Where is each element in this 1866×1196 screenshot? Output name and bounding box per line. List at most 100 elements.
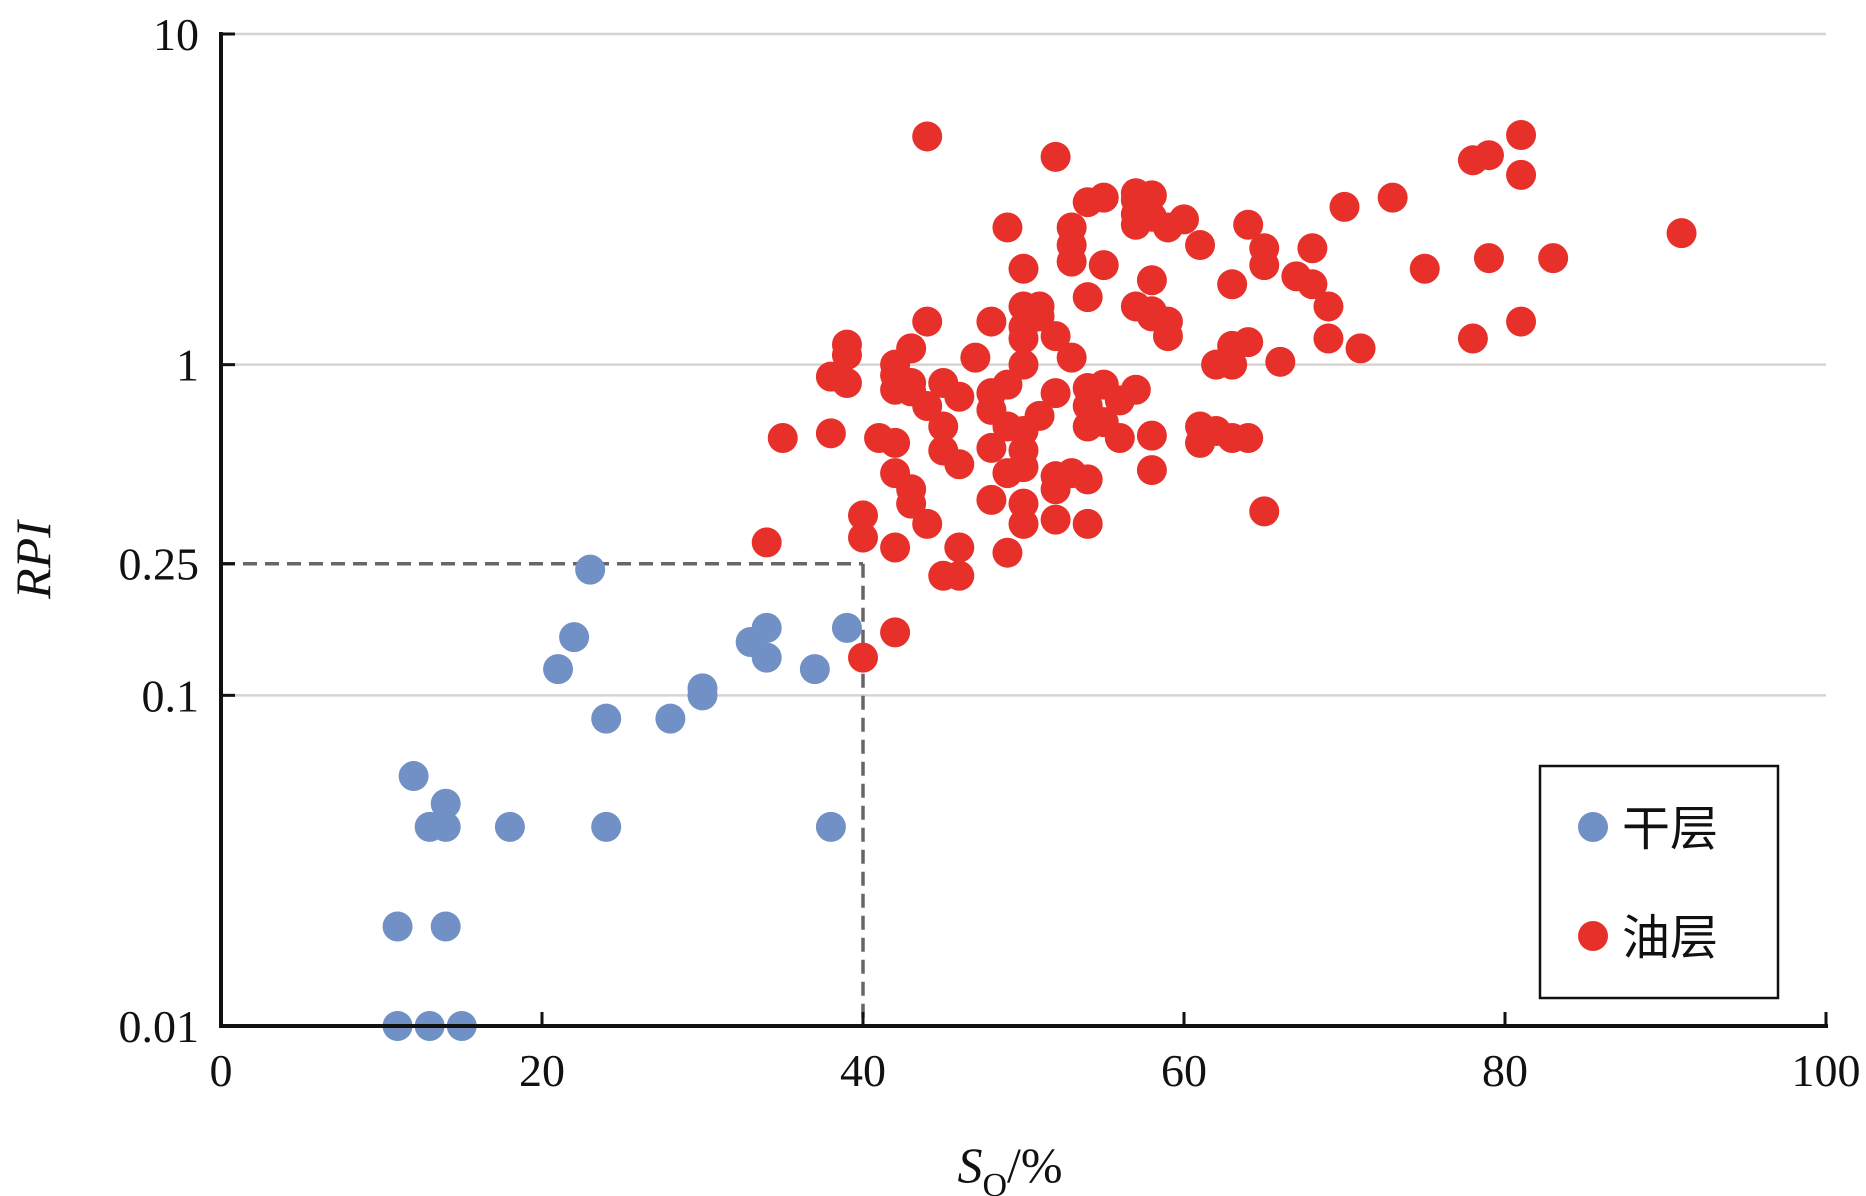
- data-point-oil: [896, 333, 927, 364]
- data-point-oil: [1008, 253, 1039, 284]
- data-point-oil: [1538, 243, 1569, 274]
- data-point-oil: [928, 411, 959, 442]
- tick-labels: 0 20 40 60 80 100 0.01 0.1 0.25 1 10: [119, 9, 1861, 1096]
- data-point-oil: [912, 306, 943, 337]
- data-point-oil: [1040, 504, 1071, 535]
- data-point-oil: [1297, 233, 1328, 264]
- data-point-oil: [1120, 178, 1151, 209]
- data-point-oil: [1185, 230, 1216, 261]
- data-point-oil: [815, 418, 846, 449]
- data-point-oil: [928, 368, 959, 399]
- x-tick-label: 40: [840, 1045, 886, 1096]
- x-axis-title-main: S: [957, 1137, 982, 1193]
- data-point-oil: [1056, 458, 1087, 489]
- data-point-oil: [1169, 204, 1199, 235]
- data-point-oil: [1088, 369, 1119, 400]
- data-point-oil: [1008, 488, 1039, 519]
- data-point-oil: [912, 121, 943, 152]
- data-point-oil: [944, 532, 975, 563]
- data-point-oil: [1136, 296, 1167, 327]
- data-point-oil: [1233, 327, 1264, 358]
- x-tick-label: 60: [1161, 1045, 1207, 1096]
- data-point-oil: [848, 500, 878, 531]
- data-point-dry: [430, 911, 461, 942]
- data-point-oil: [1345, 333, 1376, 364]
- data-point-dry: [831, 612, 862, 643]
- data-point-dry: [687, 673, 718, 704]
- data-point-oil: [1313, 291, 1344, 322]
- legend-label-oil: 油层: [1622, 910, 1718, 966]
- data-point-oil: [1088, 182, 1119, 213]
- data-point-oil: [1329, 191, 1360, 222]
- data-point-dry: [815, 811, 846, 842]
- data-point-dry: [430, 811, 461, 842]
- data-point-oil: [1457, 323, 1488, 354]
- y-tick-label: 10: [153, 9, 199, 60]
- data-point-dry: [591, 811, 622, 842]
- data-point-oil: [880, 458, 911, 489]
- data-point-oil: [1249, 233, 1280, 264]
- legend-marker-dry: [1578, 812, 1608, 842]
- data-point-oil: [1313, 323, 1344, 354]
- data-point-dry: [751, 612, 782, 643]
- data-point-oil: [1506, 306, 1537, 337]
- y-tick-label: 1: [176, 340, 199, 391]
- data-point-oil: [1265, 346, 1296, 377]
- data-point-oil: [944, 560, 975, 591]
- data-point-oil: [1233, 209, 1264, 240]
- data-point-oil: [1024, 291, 1055, 322]
- data-point-dry: [382, 911, 413, 942]
- y-axis-title: RPI: [5, 519, 61, 600]
- data-point-oil: [848, 642, 878, 673]
- data-point-oil: [1409, 253, 1440, 284]
- data-point-oil: [1185, 411, 1216, 442]
- data-point-dry: [494, 811, 525, 842]
- x-axis-title-subscript: O: [982, 1167, 1007, 1196]
- data-point-oil: [960, 342, 991, 373]
- data-point-oil: [1281, 261, 1312, 292]
- data-points: [382, 119, 1697, 1041]
- data-point-dry: [575, 554, 606, 585]
- data-point-oil: [880, 532, 911, 563]
- data-point-oil: [976, 484, 1007, 515]
- data-point-oil: [1136, 455, 1167, 486]
- x-tick-label: 0: [210, 1045, 233, 1096]
- x-tick-label: 100: [1792, 1045, 1861, 1096]
- x-axis-title: SO/%: [957, 1137, 1062, 1196]
- data-point-oil: [992, 369, 1023, 400]
- y-tick-label: 0.1: [142, 670, 200, 721]
- data-point-oil: [1249, 496, 1280, 527]
- data-point-oil: [831, 329, 862, 360]
- cutoff-lines: [221, 561, 865, 1026]
- legend-box: [1538, 764, 1780, 1000]
- data-point-oil: [1233, 423, 1264, 454]
- data-point-dry: [430, 788, 461, 819]
- data-point-oil: [928, 435, 959, 466]
- data-point-oil: [1473, 140, 1504, 171]
- data-point-oil: [976, 432, 1007, 463]
- data-point-dry: [559, 622, 590, 653]
- data-point-oil: [751, 527, 782, 558]
- data-point-oil: [848, 522, 878, 553]
- x-tick-label: 20: [519, 1045, 565, 1096]
- data-point-oil: [880, 617, 911, 648]
- y-tick-label: 0.01: [119, 1001, 200, 1052]
- legend: 干层 油层: [1538, 764, 1780, 1000]
- data-point-oil: [880, 427, 911, 458]
- data-point-oil: [1136, 265, 1167, 296]
- data-point-oil: [1008, 349, 1039, 380]
- data-point-oil: [1120, 374, 1151, 405]
- x-axis-title-unit: /%: [1007, 1137, 1063, 1193]
- data-point-oil: [1666, 218, 1697, 249]
- data-point-dry: [799, 654, 830, 685]
- data-point-oil: [992, 537, 1023, 568]
- data-point-oil: [976, 306, 1007, 337]
- data-point-dry: [591, 703, 622, 734]
- data-point-oil: [912, 508, 943, 539]
- data-point-oil: [767, 423, 798, 454]
- data-point-oil: [1088, 250, 1119, 281]
- legend-marker-oil: [1578, 921, 1608, 951]
- data-point-oil: [1072, 508, 1103, 539]
- data-point-oil: [815, 361, 846, 392]
